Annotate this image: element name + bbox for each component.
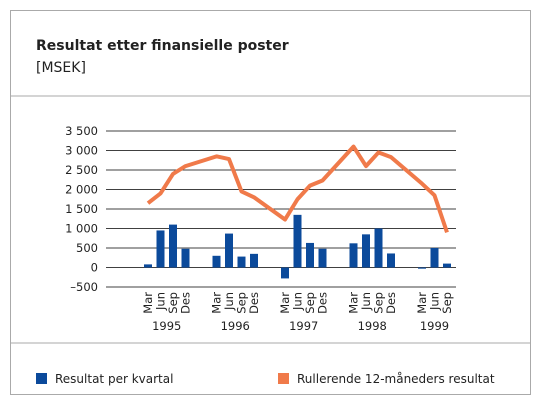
x-tick-label: Des [316, 292, 330, 314]
x-tick-label: Jun [428, 292, 442, 311]
y-tick-label: 1 500 [65, 202, 98, 216]
x-tick-label: Sep [372, 292, 386, 314]
bar [156, 230, 165, 268]
x-tick-label: Jun [154, 292, 168, 311]
bar [181, 248, 190, 268]
y-tick-label: –500 [70, 280, 98, 294]
bar [374, 228, 383, 268]
bar [144, 264, 152, 268]
x-tick-label: Sep [235, 292, 249, 314]
x-group-label: 1998 [358, 319, 387, 333]
legend-swatch [278, 373, 289, 384]
x-tick-label: Mar [347, 292, 361, 314]
y-tick-label: 3 000 [65, 144, 98, 158]
frame [10, 10, 531, 395]
x-tick-label: Sep [440, 292, 454, 314]
x-tick-label: Jun [359, 292, 373, 311]
bar [250, 253, 258, 268]
bar [293, 214, 302, 268]
bar [387, 253, 395, 268]
x-tick-label: Sep [303, 292, 317, 314]
bar [225, 233, 233, 268]
legend-swatch [36, 373, 47, 384]
x-group-label: 1999 [420, 319, 449, 333]
bar [169, 224, 177, 268]
x-tick-label: Mar [415, 292, 429, 314]
x-tick-label: Des [384, 292, 398, 314]
x-tick-label: Jun [222, 292, 236, 311]
y-tick-label: 2 500 [65, 163, 98, 177]
bar [281, 267, 289, 279]
y-tick-label: 0 [91, 261, 98, 275]
x-tick-label: Jun [291, 292, 305, 311]
x-tick-label: Des [247, 292, 261, 314]
bar [212, 255, 221, 268]
bar [306, 242, 314, 268]
bar [237, 256, 246, 268]
chart-title: Resultat etter finansielle poster [36, 38, 289, 54]
bar [430, 248, 439, 268]
x-group-label: 1996 [221, 319, 250, 333]
y-tick-label: 1 000 [65, 222, 98, 236]
line [146, 144, 449, 234]
x-tick-label: Mar [278, 292, 292, 314]
x-tick-label: Des [179, 292, 193, 314]
legend-label: Resultat per kvartal [55, 372, 173, 386]
x-tick-label: Mar [141, 292, 155, 314]
y-tick-label: 2 000 [65, 183, 98, 197]
x-group-label: 1997 [289, 319, 318, 333]
y-tick-label: 500 [76, 241, 98, 255]
bar [443, 263, 451, 268]
bar [318, 248, 327, 268]
bar [362, 234, 370, 268]
x-tick-label: Sep [166, 292, 180, 314]
bar [418, 267, 426, 269]
x-group-label: 1995 [152, 319, 181, 333]
bar [349, 243, 358, 268]
x-tick-label: Mar [210, 292, 224, 314]
y-tick-label: 3 500 [65, 124, 98, 138]
chart-subtitle: [MSEK] [36, 60, 86, 76]
legend-label: Rullerende 12-måneders resultat [297, 372, 495, 386]
